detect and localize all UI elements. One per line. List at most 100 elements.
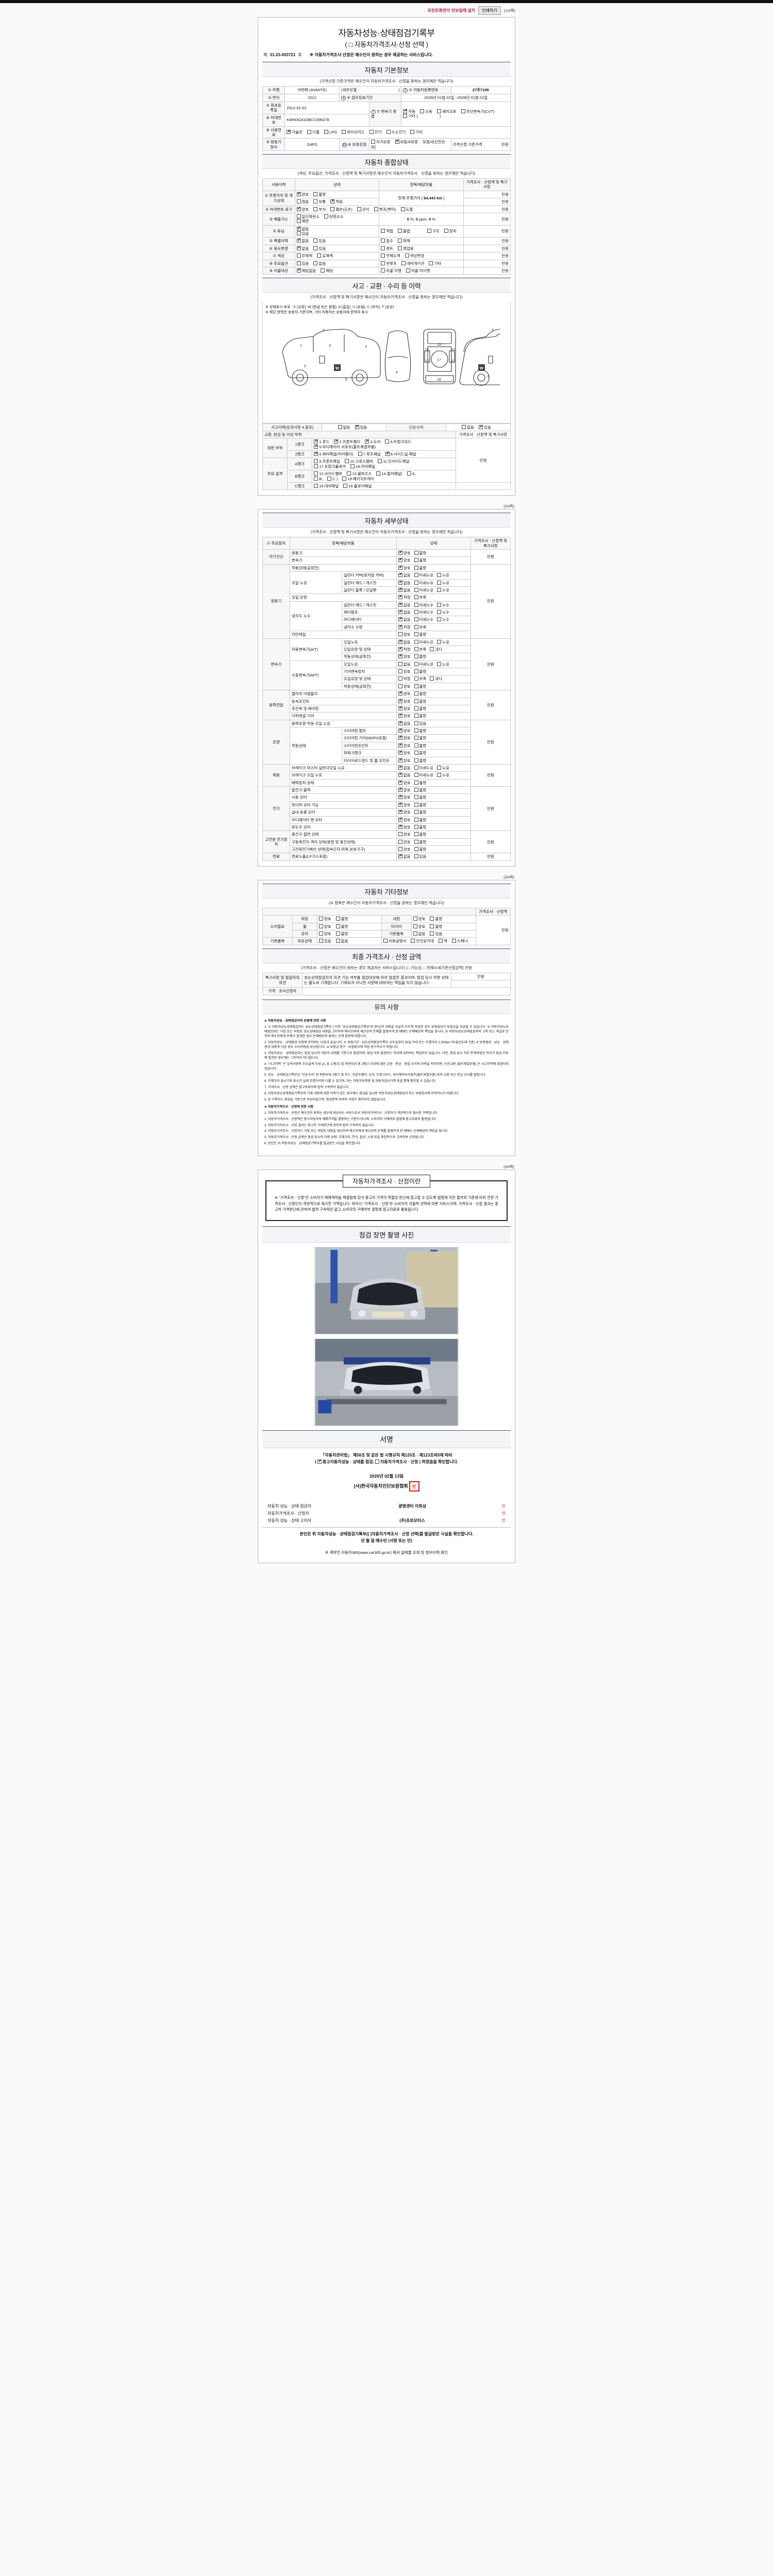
opt-과다[interactable]: 과다 bbox=[430, 647, 442, 652]
part-15-dashpanel[interactable]: 15.대쉬패널 bbox=[314, 483, 339, 488]
opt-spanner[interactable]: 스패너 bbox=[452, 939, 468, 943]
part-14-pillarpanel[interactable]: 14.필러패널( bbox=[376, 471, 402, 476]
opt-gauge-few[interactable]: 적음 bbox=[330, 198, 343, 204]
opt-warranty-self[interactable]: 자가보증 bbox=[371, 140, 390, 144]
opt-미세누유[interactable]: 미세누유 bbox=[414, 587, 433, 592]
opt-불량[interactable]: 불량 bbox=[414, 654, 426, 659]
opt-mileage-good[interactable]: 양호 bbox=[296, 191, 309, 197]
opt-mainopt-yes[interactable]: 있음 bbox=[296, 261, 309, 266]
opt-mainopt-none[interactable]: 없음 bbox=[313, 261, 326, 266]
opt-gauge-many[interactable]: 많음 bbox=[296, 199, 309, 204]
opt-양호[interactable]: 양호 bbox=[398, 794, 411, 800]
opt-sunroof[interactable]: 썬루프 bbox=[381, 261, 397, 266]
opt-emission-hc[interactable]: 탄화수소 bbox=[324, 214, 344, 219]
opt-양호[interactable]: 양호 bbox=[398, 750, 411, 755]
opt-jack[interactable]: 잭 bbox=[439, 939, 447, 943]
opt-양호[interactable]: 양호 bbox=[398, 698, 411, 704]
opt-불량[interactable]: 불량 bbox=[414, 558, 426, 563]
opt-없음[interactable]: 없음 bbox=[398, 616, 411, 622]
part-2-frontfender[interactable]: 2.프론트휀더 bbox=[334, 438, 360, 444]
opt-option-etc[interactable]: 기타 bbox=[429, 261, 441, 266]
opt-불량[interactable]: 불량 bbox=[414, 847, 426, 852]
opt-vin-good[interactable]: 양호 bbox=[296, 206, 309, 212]
opt-fuel-electric[interactable]: 전기 bbox=[369, 130, 382, 134]
opt-양호[interactable]: 양호 bbox=[398, 727, 411, 733]
opt-simple-none[interactable]: 없음 bbox=[462, 425, 474, 430]
opt-불량[interactable]: 불량 bbox=[414, 780, 426, 785]
opt-양호[interactable]: 양호 bbox=[398, 824, 411, 829]
opt-누유[interactable]: 누유 bbox=[437, 662, 449, 667]
opt-hold-none[interactable]: 없음 bbox=[335, 939, 348, 943]
opt-fuel-hydrogen[interactable]: 수소전기 bbox=[386, 130, 406, 134]
opt-없음[interactable]: 없음 bbox=[398, 662, 411, 667]
part-18-rearpanel[interactable]: 18.리어패널 bbox=[350, 464, 375, 469]
opt-simple-yes[interactable]: 있음 bbox=[479, 424, 491, 430]
opt-vin-altered[interactable]: 변조(변타) bbox=[374, 207, 396, 212]
part-9-frontpanel[interactable]: 9.프론트패널 bbox=[314, 459, 340, 464]
opt-양호[interactable]: 양호 bbox=[398, 735, 411, 740]
opt-누유[interactable]: 누유 bbox=[437, 580, 449, 585]
opt-미세누수[interactable]: 미세누수 bbox=[414, 617, 433, 622]
opt-없음[interactable]: 없음 bbox=[398, 765, 411, 770]
opt-trans-cvt[interactable]: 무단변속기(CVT) bbox=[461, 109, 494, 114]
opt-없음[interactable]: 없음 bbox=[398, 572, 411, 578]
opt-color-changed[interactable]: 색상변경 bbox=[405, 253, 424, 258]
opt-불량[interactable]: 불량 bbox=[414, 832, 426, 837]
opt-양호[interactable]: 양호 bbox=[398, 684, 411, 689]
opt-양호[interactable]: 양호 bbox=[398, 632, 411, 637]
opt-없음[interactable]: 없음 bbox=[398, 580, 411, 585]
opt-없음[interactable]: 없음 bbox=[398, 720, 411, 726]
opt-ext-good[interactable]: 양호 bbox=[318, 917, 331, 921]
opt-양호[interactable]: 양호 bbox=[398, 742, 411, 748]
opt-basic-none[interactable]: 없음 bbox=[413, 931, 425, 936]
opt-누유[interactable]: 누유 bbox=[437, 765, 449, 770]
opt-미세누유[interactable]: 미세누유 bbox=[414, 639, 433, 645]
opt-trans-semi[interactable]: 세미오토 bbox=[437, 109, 457, 114]
opt-tuning-illegal[interactable]: 불법 bbox=[397, 229, 410, 233]
opt-color-achromatic[interactable]: 무채색 bbox=[296, 253, 312, 258]
opt-usechange-none[interactable]: 없음 bbox=[296, 245, 309, 251]
opt-부족[interactable]: 부족 bbox=[414, 676, 426, 681]
opt-양호[interactable]: 양호 bbox=[398, 713, 411, 718]
opt-양호[interactable]: 양호 bbox=[398, 817, 411, 822]
opt-mileage-bad[interactable]: 불량 bbox=[313, 192, 326, 197]
part-14-pillar-c[interactable]: C ) bbox=[327, 476, 338, 481]
opt-triangle[interactable]: 안전삼각대 bbox=[411, 939, 434, 943]
opt-누유[interactable]: 누유 bbox=[437, 773, 449, 777]
opt-불량[interactable]: 불량 bbox=[414, 691, 426, 696]
opt-불량[interactable]: 불량 bbox=[414, 751, 426, 755]
opt-usechange-commercial[interactable]: 영업용 bbox=[397, 246, 414, 251]
opt-tuning-yes[interactable]: 있음 bbox=[296, 231, 309, 236]
opt-불량[interactable]: 불량 bbox=[414, 706, 426, 711]
opt-양호[interactable]: 양호 bbox=[398, 669, 411, 674]
opt-불량[interactable]: 불량 bbox=[414, 795, 426, 800]
opt-ext-bad[interactable]: 불량 bbox=[335, 917, 348, 921]
opt-불량[interactable]: 불량 bbox=[414, 669, 426, 674]
opt-wheel-good[interactable]: 양호 bbox=[318, 924, 331, 929]
opt-gauge-normal[interactable]: 보통 bbox=[313, 199, 326, 204]
opt-trans-auto[interactable]: 자동 bbox=[403, 108, 415, 114]
opt-적정[interactable]: 적정 bbox=[398, 594, 411, 600]
opt-special-fire[interactable]: 화재 bbox=[397, 239, 410, 243]
opt-vin-different[interactable]: 상이 bbox=[357, 207, 369, 212]
opt-누수[interactable]: 누수 bbox=[437, 610, 449, 615]
opt-있음[interactable]: 있음 bbox=[414, 721, 426, 726]
part-8-sidesill[interactable]: 8.사이드실 패널 bbox=[385, 451, 416, 456]
opt-없음[interactable]: 없음 bbox=[398, 772, 411, 777]
part-12-sidemember[interactable]: 12.사이드멤버 bbox=[314, 471, 342, 476]
checkbox-performance[interactable] bbox=[317, 1459, 322, 1464]
opt-불량[interactable]: 불량 bbox=[414, 743, 426, 748]
opt-양호[interactable]: 양호 bbox=[398, 690, 411, 696]
opt-special-none[interactable]: 없음 bbox=[296, 238, 309, 243]
opt-vin-erased[interactable]: 도말 bbox=[400, 207, 413, 212]
opt-glass-bad[interactable]: 불량 bbox=[335, 931, 348, 936]
opt-누유[interactable]: 누유 bbox=[437, 587, 449, 592]
opt-navigation[interactable]: 네비게이션 bbox=[401, 261, 424, 266]
opt-양호[interactable]: 양호 bbox=[398, 802, 411, 807]
opt-누수[interactable]: 누수 bbox=[437, 617, 449, 622]
opt-trans-manual[interactable]: 수동 bbox=[420, 109, 432, 114]
opt-미세누수[interactable]: 미세누수 bbox=[414, 602, 433, 607]
opt-없음[interactable]: 없음 bbox=[398, 853, 411, 859]
opt-양호[interactable]: 양호 bbox=[398, 839, 411, 844]
opt-usechange-rent[interactable]: 렌트 bbox=[381, 246, 393, 251]
